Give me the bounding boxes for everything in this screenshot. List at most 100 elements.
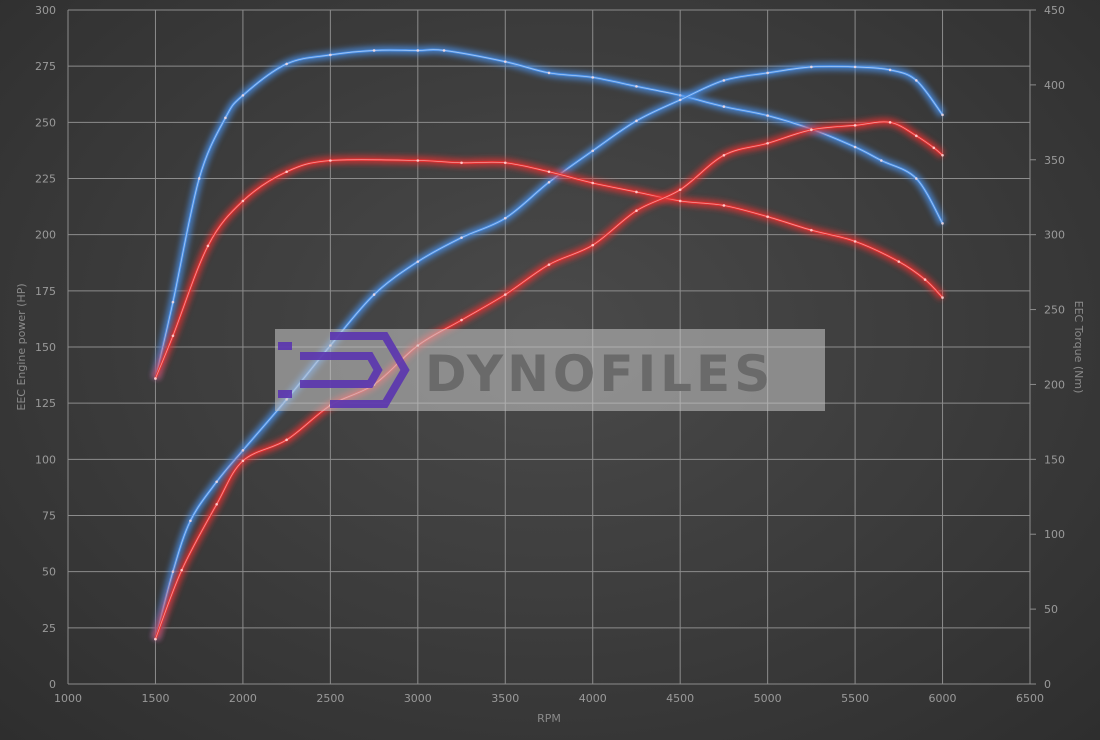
data-point [171,334,175,338]
data-point [460,236,463,239]
data-point [810,65,813,69]
y-right-tick-label: 450 [1044,4,1065,17]
data-point [915,177,918,180]
data-point [678,199,682,203]
x-tick-label: 1000 [54,692,82,705]
data-point [460,318,463,322]
y-left-tick-label: 25 [42,622,56,635]
data-point [547,71,551,75]
y-left-tick-label: 175 [35,285,56,298]
data-point [853,145,857,149]
y-left-tick-label: 300 [35,4,56,17]
data-point [285,438,288,442]
data-point [171,570,175,573]
data-point [941,153,944,157]
y-left-tick-label: 100 [35,453,56,466]
data-point [941,296,944,299]
data-point [678,98,682,102]
y-right-tick-label: 0 [1044,678,1051,691]
data-point [329,53,332,57]
y-right-tick-label: 400 [1044,79,1065,92]
data-point [372,49,376,52]
data-point [197,177,201,180]
data-point [460,161,463,165]
x-tick-label: 4000 [579,692,607,705]
y-right-tick-label: 250 [1044,304,1065,317]
x-tick-label: 2500 [316,692,344,705]
data-point [888,121,892,124]
data-point [372,293,376,296]
data-point [547,170,551,174]
data-point [503,216,507,220]
data-point [329,159,332,162]
data-point [503,161,507,165]
data-point [154,637,157,641]
data-point [635,85,638,88]
data-point [547,180,551,184]
data-point [635,190,638,194]
data-point [766,114,769,117]
data-point [810,228,813,232]
data-point [416,49,420,52]
dynofiles-logo-icon [278,332,410,408]
x-tick-label: 5500 [841,692,869,705]
x-tick-label: 1500 [141,692,169,705]
data-point [241,449,245,452]
y-left-tick-label: 50 [42,566,56,579]
y-right-tick-label: 300 [1044,229,1065,242]
data-point [503,60,507,63]
series-highlight [155,65,943,640]
data-point [635,209,638,213]
data-point [923,278,927,281]
data-point [416,260,420,263]
data-point [154,377,157,380]
data-point [932,146,936,150]
data-point [224,116,227,120]
watermark-text: DYNOFILES [425,345,774,403]
data-point [766,71,769,75]
data-point [810,128,813,132]
watermark: DYNOFILES [275,329,825,411]
data-point [241,94,245,97]
x-tick-label: 2000 [229,692,257,705]
data-point [766,142,769,145]
y-right-tick-label: 200 [1044,378,1065,391]
y-right-tick-label: 150 [1044,453,1065,466]
y-left-tick-label: 200 [35,229,56,242]
data-point [416,159,420,162]
data-point [853,240,857,243]
data-point [722,153,726,157]
data-point [547,263,551,266]
x-tick-label: 5000 [754,692,782,705]
y-axis-left-label: EEC Engine power (HP) [15,283,28,410]
x-tick-label: 4500 [666,692,694,705]
y-left-tick-label: 75 [42,510,56,523]
series-highlight [155,121,943,640]
data-point [180,568,183,572]
y-right-tick-label: 50 [1044,603,1058,616]
data-point [941,113,944,117]
data-point [635,119,638,123]
data-point [853,65,857,69]
data-point [171,300,175,304]
y-left-tick-label: 250 [35,116,56,129]
y-left-tick-label: 150 [35,341,56,354]
data-point [766,215,769,218]
data-point [241,199,245,203]
data-point [941,222,944,225]
data-point [853,124,857,127]
y-left-tick-label: 0 [49,678,56,691]
data-point [880,159,883,162]
data-point [215,502,218,506]
data-point [897,260,901,263]
x-tick-label: 6500 [1016,692,1044,705]
tick-labels: 1000 1500 2000 2500 3000 3500 4000 4500 5000 5500… [35,4,1065,705]
data-point [591,149,595,153]
x-axis-label: RPM [537,712,561,725]
y-left-tick-label: 275 [35,60,56,73]
y-right-tick-label: 350 [1044,154,1065,167]
x-tick-label: 3000 [404,692,432,705]
data-point [285,170,288,174]
data-point [591,76,595,79]
